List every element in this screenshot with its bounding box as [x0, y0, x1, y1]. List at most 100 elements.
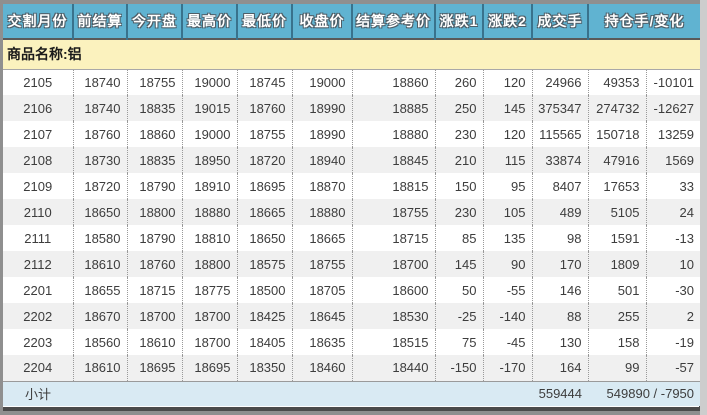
cell-close: 18645	[292, 303, 353, 329]
cell-open-interest: 274732	[588, 95, 647, 121]
cell-high: 18775	[182, 277, 238, 303]
cell-change2: 115	[483, 147, 533, 173]
table-row[interactable]: 2111 18580 18790 18810 18650 18665 18715 85 135 9…	[3, 225, 701, 251]
cell-open-interest: 47916	[588, 147, 647, 173]
cell-prev-settle: 18610	[73, 251, 128, 277]
cell-prev-settle: 18720	[73, 173, 128, 199]
col-header-volume: 成交手	[532, 4, 589, 39]
table-body: 商品名称:铝 2105 18740 18755 19000 18745 19000 1886…	[3, 38, 701, 406]
subtotal-volume: 559444	[532, 380, 588, 406]
col-header-open: 今开盘	[127, 4, 183, 39]
cell-volume: 88	[532, 303, 589, 329]
cell-settle-ref: 18880	[352, 121, 436, 147]
cell-prev-settle: 18560	[73, 329, 128, 355]
cell-month: 2105	[3, 69, 74, 95]
cell-month: 2109	[3, 173, 74, 199]
cell-change1: -150	[435, 355, 484, 381]
cell-close: 18990	[292, 121, 353, 147]
cell-change2: 120	[483, 121, 533, 147]
cell-open-interest: 255	[588, 303, 647, 329]
table-row[interactable]: 2110 18650 18800 18880 18665 18880 18755 230 105…	[3, 199, 701, 225]
table-row[interactable]: 2106 18740 18835 19015 18760 18990 18885 250 145…	[3, 95, 701, 121]
cell-close: 18870	[292, 173, 353, 199]
futures-quotes-table: 交割月份 前结算 今开盘 最高价 最低价 收盘价 结算参考价 涨跌1 涨跌2 成…	[3, 4, 701, 406]
cell-open-interest: 158	[588, 329, 647, 355]
cell-change1: 50	[435, 277, 484, 303]
cell-change1: -25	[435, 303, 484, 329]
cell-open: 18760	[127, 251, 183, 277]
cell-month: 2106	[3, 95, 74, 121]
cell-change2: 145	[483, 95, 533, 121]
cell-change2: -55	[483, 277, 533, 303]
cell-low: 18500	[237, 277, 293, 303]
col-header-settle-ref: 结算参考价	[352, 4, 436, 39]
col-header-open-interest-change: 持仓手/变化	[588, 4, 701, 39]
cell-low: 18760	[237, 95, 293, 121]
cell-oi-change: -30	[646, 277, 701, 303]
cell-volume: 98	[532, 225, 589, 251]
cell-change2: 90	[483, 251, 533, 277]
cell-change1: 250	[435, 95, 484, 121]
table-row[interactable]: 2107 18760 18860 19000 18755 18990 18880 230 120…	[3, 121, 701, 147]
cell-open-interest: 99	[588, 355, 647, 381]
cell-change1: 75	[435, 329, 484, 355]
cell-month: 2201	[3, 277, 74, 303]
cell-change2: 95	[483, 173, 533, 199]
cell-close: 18990	[292, 95, 353, 121]
cell-close: 18460	[292, 355, 353, 381]
cell-prev-settle: 18650	[73, 199, 128, 225]
col-header-change2: 涨跌2	[483, 4, 533, 39]
cell-oi-change: -19	[646, 329, 701, 355]
cell-volume: 170	[532, 251, 589, 277]
cell-change1: 85	[435, 225, 484, 251]
cell-open: 18610	[127, 329, 183, 355]
cell-open: 18860	[127, 121, 183, 147]
cell-settle-ref: 18600	[352, 277, 436, 303]
cell-low: 18650	[237, 225, 293, 251]
cell-settle-ref: 18515	[352, 329, 436, 355]
col-header-prev-settle: 前结算	[73, 4, 128, 39]
cell-oi-change: 1569	[646, 147, 701, 173]
table-row[interactable]: 2202 18670 18700 18700 18425 18645 18530 -25 -14…	[3, 303, 701, 329]
cell-volume: 115565	[532, 121, 589, 147]
cell-close: 18880	[292, 199, 353, 225]
cell-settle-ref: 18845	[352, 147, 436, 173]
cell-month: 2110	[3, 199, 74, 225]
product-name-label: 商品名称:铝	[3, 38, 701, 70]
cell-change1: 210	[435, 147, 484, 173]
cell-month: 2107	[3, 121, 74, 147]
cell-open: 18790	[127, 173, 183, 199]
cell-settle-ref: 18860	[352, 69, 436, 95]
subtotal-spacer	[73, 380, 532, 406]
right-edge-strip	[700, 0, 707, 415]
cell-volume: 146	[532, 277, 589, 303]
cell-high: 19015	[182, 95, 238, 121]
table-row[interactable]: 2108 18730 18835 18950 18720 18940 18845 210 115…	[3, 147, 701, 173]
cell-change1: 230	[435, 121, 484, 147]
cell-high: 18880	[182, 199, 238, 225]
subtotal-oi-change: 549890 / -7950	[588, 380, 701, 406]
cell-close: 19000	[292, 69, 353, 95]
table-header-row: 交割月份 前结算 今开盘 最高价 最低价 收盘价 结算参考价 涨跌1 涨跌2 成…	[3, 4, 701, 39]
cell-open-interest: 1591	[588, 225, 647, 251]
cell-change1: 230	[435, 199, 484, 225]
cell-open-interest: 17653	[588, 173, 647, 199]
cell-settle-ref: 18700	[352, 251, 436, 277]
cell-open: 18700	[127, 303, 183, 329]
table-row[interactable]: 2203 18560 18610 18700 18405 18635 18515 75 -45 1…	[3, 329, 701, 355]
cell-month: 2203	[3, 329, 74, 355]
table-row[interactable]: 2109 18720 18790 18910 18695 18870 18815 150 95 8…	[3, 173, 701, 199]
cell-oi-change: -13	[646, 225, 701, 251]
cell-prev-settle: 18580	[73, 225, 128, 251]
table-row[interactable]: 2204 18610 18695 18695 18350 18460 18440 -150 -1…	[3, 355, 701, 381]
cell-volume: 375347	[532, 95, 589, 121]
table-row[interactable]: 2201 18655 18715 18775 18500 18705 18600 50 -55 1…	[3, 277, 701, 303]
cell-open-interest: 5105	[588, 199, 647, 225]
cell-high: 18700	[182, 329, 238, 355]
table-row[interactable]: 2105 18740 18755 19000 18745 19000 18860 260 120…	[3, 69, 701, 95]
cell-high: 18800	[182, 251, 238, 277]
table-row[interactable]: 2112 18610 18760 18800 18575 18755 18700 145 90 1…	[3, 251, 701, 277]
cell-open: 18695	[127, 355, 183, 381]
cell-low: 18405	[237, 329, 293, 355]
